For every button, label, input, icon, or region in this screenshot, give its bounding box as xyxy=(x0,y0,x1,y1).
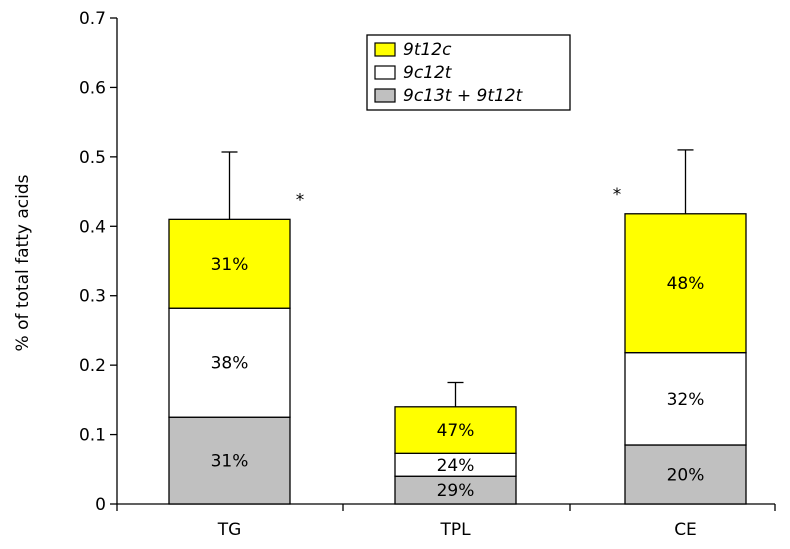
y-tick-label: 0.1 xyxy=(79,426,106,446)
y-tick-label: 0.6 xyxy=(79,78,106,98)
y-tick-label: 0 xyxy=(95,495,106,515)
bar-segment-label: 20% xyxy=(667,465,705,485)
legend-swatch xyxy=(374,88,396,103)
x-tick-label: TG xyxy=(217,520,242,540)
bar-segment xyxy=(624,444,747,505)
bar-segment-label: 32% xyxy=(667,390,705,410)
bar-segment xyxy=(624,213,747,354)
legend-swatch xyxy=(374,42,396,57)
bar-segment xyxy=(168,416,291,505)
bar-segment xyxy=(394,475,517,505)
bar-segment-label: 24% xyxy=(437,456,475,476)
x-tick-label: TPL xyxy=(439,520,471,540)
bar-segment-label: 31% xyxy=(211,255,249,275)
bar-segment xyxy=(394,406,517,454)
x-tick-label: CE xyxy=(674,520,697,540)
bar-segment-label: 38% xyxy=(211,354,249,374)
legend-swatch xyxy=(374,65,396,80)
y-axis-label: % of total fatty acids xyxy=(13,174,33,351)
bar-segment xyxy=(624,351,747,446)
y-tick-label: 0.5 xyxy=(79,148,106,168)
bar-segment xyxy=(168,218,291,309)
legend-label: 9c12t xyxy=(403,63,453,83)
significance-marker: * xyxy=(296,190,305,210)
y-tick-label: 0.3 xyxy=(79,287,106,307)
bar-segment-label: 48% xyxy=(667,274,705,294)
bar-segment-label: 29% xyxy=(437,481,475,501)
y-tick-label: 0.7 xyxy=(79,9,106,29)
y-tick-label: 0.4 xyxy=(79,217,106,237)
significance-marker: * xyxy=(613,185,622,205)
bar-segment-label: 47% xyxy=(437,421,475,441)
bar-segment-label: 31% xyxy=(211,452,249,472)
y-tick-label: 0.2 xyxy=(79,356,106,376)
legend-label: 9c13t + 9t12t xyxy=(403,86,524,106)
bar-segment xyxy=(168,307,291,418)
legend-box xyxy=(366,34,571,111)
legend-label: 9t12c xyxy=(403,40,452,60)
